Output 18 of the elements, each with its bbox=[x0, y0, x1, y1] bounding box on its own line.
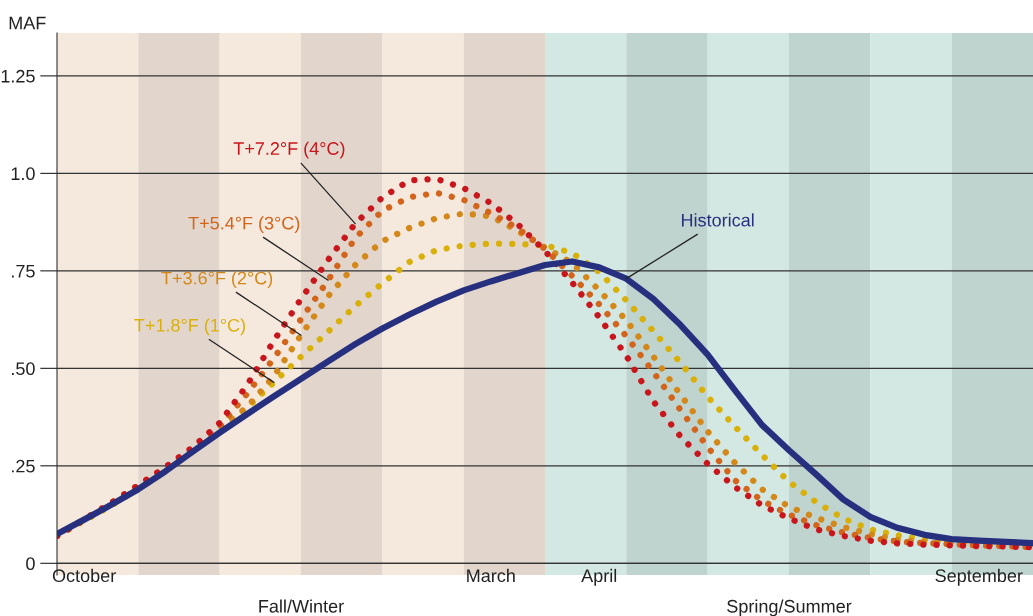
x-tick-label: March bbox=[467, 568, 515, 583]
y-tick-label: .25 bbox=[12, 459, 35, 473]
text: Historical bbox=[681, 213, 754, 227]
text: T+3.6°F (2°C) bbox=[161, 271, 273, 289]
text: T+1.8°F (1°C) bbox=[134, 318, 245, 336]
y-tick-label: 1.25 bbox=[1, 69, 35, 83]
x-tick-label: October bbox=[52, 568, 116, 583]
y-axis-title: MAF bbox=[9, 16, 46, 30]
x-tick-label: September bbox=[935, 568, 1023, 586]
text: T+5.4°F (3°C) bbox=[188, 216, 300, 234]
y-tick-label: 0 bbox=[26, 557, 35, 571]
y-tick-label: .50 bbox=[12, 362, 35, 376]
text: Spring/Summer bbox=[727, 599, 852, 616]
text: T+7.2°F (4°C) bbox=[233, 141, 345, 159]
text: Fall/Winter bbox=[259, 599, 344, 613]
y-tick-label: 1.0 bbox=[11, 167, 35, 181]
y-tick-label: .75 bbox=[12, 264, 35, 278]
x-tick-label: April bbox=[581, 568, 617, 586]
